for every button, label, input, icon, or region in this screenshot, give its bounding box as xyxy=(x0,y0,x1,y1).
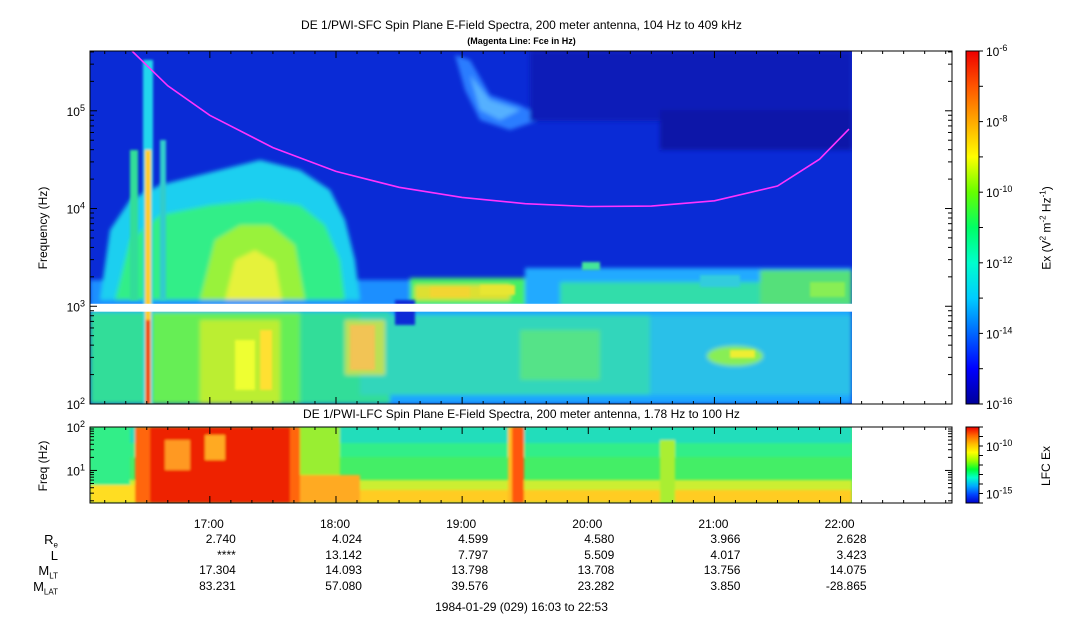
x-tick-label: 18:00 xyxy=(319,517,351,531)
ephem-value: 3.966 xyxy=(710,532,741,546)
ephem-value: 2.740 xyxy=(205,532,236,546)
ephem-value: 3.850 xyxy=(710,579,741,593)
ephem-value: 57.080 xyxy=(325,579,362,593)
colorbar-tick-label: 10-14 xyxy=(986,325,1012,341)
sfc-colorbar-label: Ex (V2 m-2 Hz-1) xyxy=(1038,186,1054,270)
fce-line xyxy=(131,51,850,208)
ephem-value: 4.580 xyxy=(584,532,615,546)
ephem-value: 4.017 xyxy=(710,548,741,562)
colorbar-tick-label: 10-15 xyxy=(986,486,1012,502)
ephem-value: 14.093 xyxy=(325,563,362,577)
sfc-colorbar xyxy=(966,51,979,404)
ephem-value: **** xyxy=(217,548,236,562)
x-tick-label: 19:00 xyxy=(446,517,477,531)
ephem-label-mlat: MLAT xyxy=(33,579,58,597)
colorbar-tick-label: 10-16 xyxy=(986,396,1012,412)
ephem-value: 4.024 xyxy=(331,532,362,546)
x-tick-label: 17:00 xyxy=(193,517,224,531)
x-tick-label: 20:00 xyxy=(572,517,603,531)
ephem-label-mlt: MLT xyxy=(38,563,58,581)
colorbar-tick-label: 10-10 xyxy=(986,438,1012,454)
colorbar-tick-label: 10-12 xyxy=(986,255,1012,271)
lfc-title: DE 1/PWI-LFC Spin Plane E-Field Spectra,… xyxy=(303,407,740,421)
y-tick-label: 105 xyxy=(67,103,85,119)
ephem-value: 13.756 xyxy=(703,563,741,577)
ephem-label-re: Re xyxy=(44,532,58,550)
sfc-plot-frame xyxy=(89,50,953,405)
ephem-value: 14.075 xyxy=(829,563,867,577)
ephem-value: 13.798 xyxy=(451,563,489,577)
ephem-value: 2.628 xyxy=(836,532,867,546)
sfc-ylabel: Frequency (Hz) xyxy=(36,186,50,270)
lfc-colorbar xyxy=(966,427,979,503)
colorbar-tick-label: 10-10 xyxy=(986,184,1012,200)
ephem-value: 83.231 xyxy=(199,579,236,593)
ephem-value: 23.282 xyxy=(577,579,615,593)
ephem-value: 5.509 xyxy=(584,548,615,562)
ephem-value: 17.304 xyxy=(199,563,236,577)
sfc-spectrogram xyxy=(90,51,852,404)
y-tick-label: 102 xyxy=(67,419,85,435)
ephem-value: 4.599 xyxy=(458,532,489,546)
ephem-value: -28.865 xyxy=(825,579,867,593)
y-tick-label: 102 xyxy=(67,396,85,412)
x-tick-label: 21:00 xyxy=(698,517,729,531)
sfc-data-gap xyxy=(90,303,852,312)
colorbar-tick-label: 10-8 xyxy=(986,114,1007,130)
sfc-subtitle: (Magenta Line: Fce in Hz) xyxy=(467,36,576,46)
x-tick-label: 22:00 xyxy=(824,517,855,531)
colorbar-tick-label: 10-6 xyxy=(986,43,1007,59)
ephem-value: 3.423 xyxy=(836,548,867,562)
time-range-footer: 1984-01-29 (029) 16:03 to 22:53 xyxy=(435,600,608,614)
y-tick-label: 104 xyxy=(67,201,85,217)
lfc-ylabel: Freq (Hz) xyxy=(36,440,50,492)
lfc-colorbar-label: LFC Ex xyxy=(1039,445,1053,487)
y-tick-label: 103 xyxy=(67,298,85,314)
lfc-spectrogram xyxy=(90,427,852,503)
y-tick-label: 101 xyxy=(67,462,85,478)
ephem-value: 7.797 xyxy=(458,548,489,562)
ephem-label-l: L xyxy=(50,548,58,563)
ephem-value: 13.142 xyxy=(325,548,362,562)
lfc-plot-frame xyxy=(89,426,953,504)
sfc-title: DE 1/PWI-SFC Spin Plane E-Field Spectra,… xyxy=(301,18,742,32)
ephem-value: 13.708 xyxy=(577,563,615,577)
ephem-value: 39.576 xyxy=(451,579,489,593)
